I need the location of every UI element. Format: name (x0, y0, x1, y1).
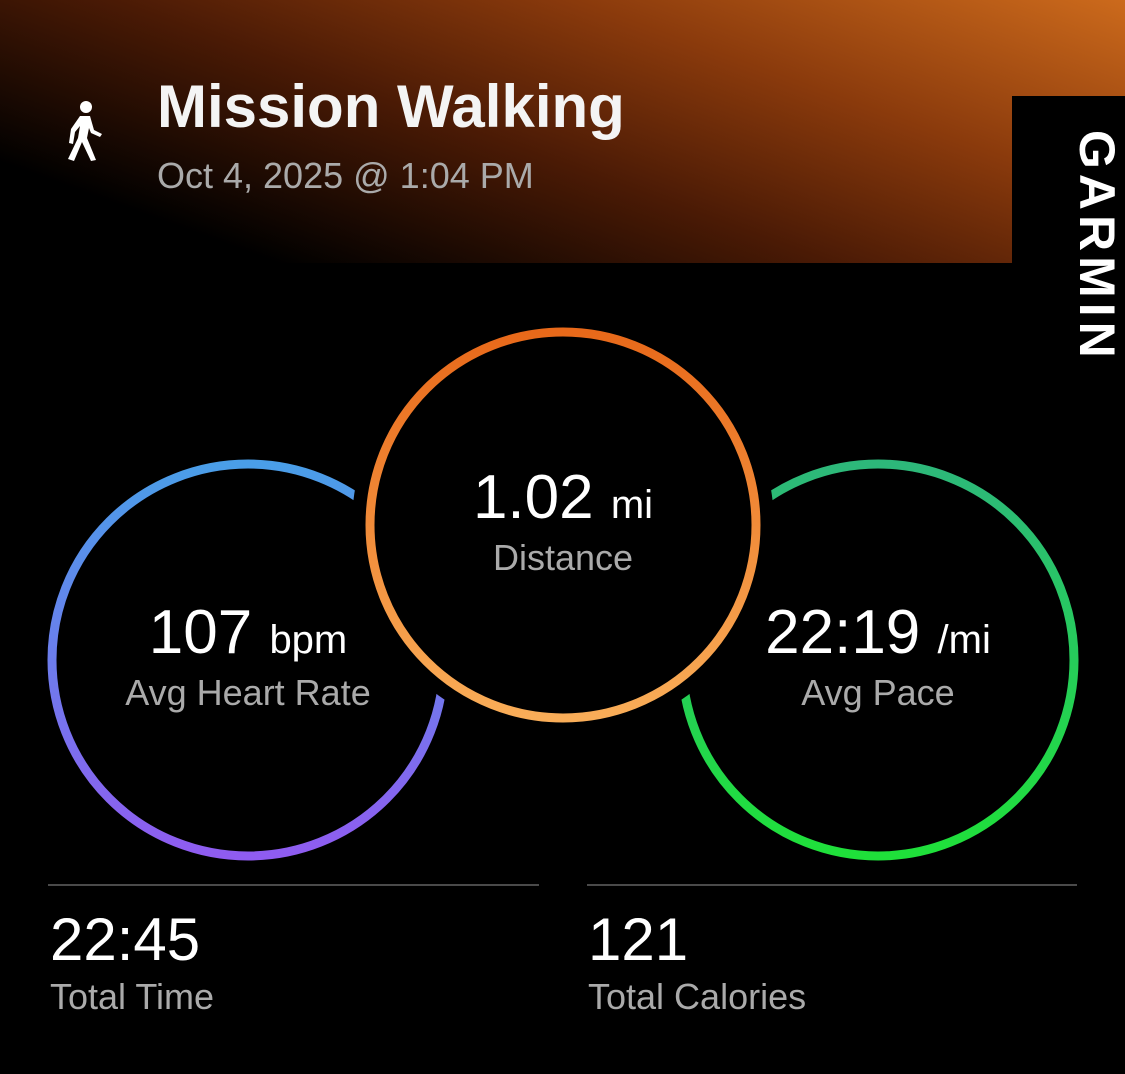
pace-value: 22:19 (765, 598, 921, 667)
distance-metric: 1.02 mi Distance (383, 462, 743, 579)
distance-unit: mi (610, 483, 654, 527)
total-time-label: Total Time (50, 976, 215, 1017)
pace-unit: /mi (937, 618, 991, 662)
divider (587, 884, 1077, 886)
heart-rate-unit: bpm (269, 618, 348, 662)
heart-rate-label: Avg Heart Rate (125, 672, 371, 713)
total-time-stat: 22:45 Total Time (50, 905, 214, 1018)
divider (48, 884, 539, 886)
pace-label: Avg Pace (801, 672, 955, 713)
distance-ring (365, 327, 761, 723)
distance-value: 1.02 (472, 463, 594, 532)
walking-person-icon (68, 101, 102, 161)
total-calories-label: Total Calories (588, 976, 807, 1017)
garmin-logo-panel (1012, 96, 1125, 1074)
total-calories-value: 121 (588, 906, 689, 973)
header-banner (0, 0, 1125, 263)
garmin-logo: GARMIN (1069, 130, 1125, 363)
activity-datetime: Oct 4, 2025 @ 1:04 PM (157, 155, 534, 196)
heart-rate-value: 107 (148, 598, 253, 667)
heart-rate-metric: 107 bpm Avg Heart Rate (68, 597, 428, 714)
total-calories-stat: 121 Total Calories (588, 905, 806, 1018)
distance-label: Distance (492, 537, 634, 578)
activity-title: Mission Walking (157, 73, 625, 140)
pace-metric: 22:19 /mi Avg Pace (698, 597, 1058, 714)
total-time-value: 22:45 (50, 906, 201, 973)
